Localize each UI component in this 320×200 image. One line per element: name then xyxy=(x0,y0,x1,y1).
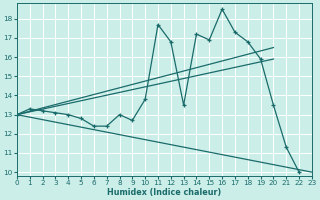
X-axis label: Humidex (Indice chaleur): Humidex (Indice chaleur) xyxy=(107,188,221,197)
